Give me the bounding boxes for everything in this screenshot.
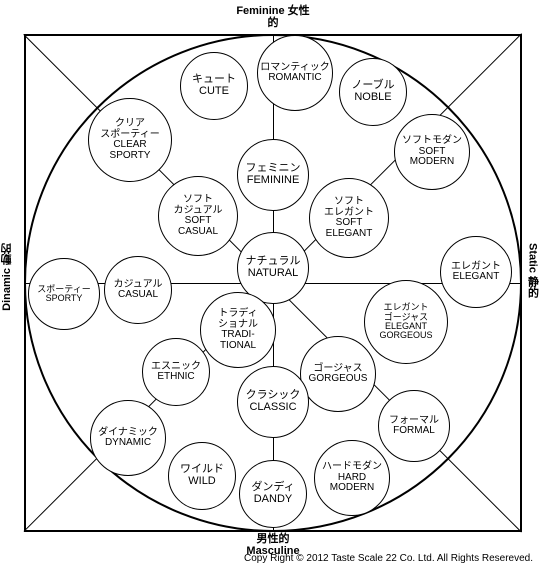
axis-top-en: Feminine: [236, 5, 284, 17]
node-feminine-en: FEMININE: [247, 175, 300, 187]
node-cute-en: CUTE: [199, 86, 229, 98]
node-romantic: ロマンティックROMANTIC: [257, 35, 333, 111]
node-natural-en: NATURAL: [248, 268, 299, 280]
node-elegant-gorgeous: エレガントゴージャスELEGANTGORGEOUS: [364, 280, 448, 364]
node-classic: クラシックCLASSIC: [237, 366, 309, 438]
node-gorgeous: ゴージャスGORGEOUS: [300, 336, 376, 412]
node-cute: キュートCUTE: [180, 52, 248, 120]
node-traditional-jp: トラディショナル: [218, 309, 258, 330]
taste-scale-diagram: ロマンティックROMANTICキュートCUTE ノーブルNOBLE クリアスポーティ…: [0, 0, 541, 566]
node-casual-en: CASUAL: [118, 290, 158, 301]
node-formal: フォーマルFORMAL: [378, 390, 450, 462]
node-sporty: スポーティーSPORTY: [28, 258, 100, 330]
node-clear-sporty-jp: クリアスポーティー: [100, 119, 159, 140]
node-elegant-gorgeous-en: ELEGANTGORGEOUS: [379, 322, 432, 341]
node-elegant: エレガントELEGANT: [440, 236, 512, 308]
node-elegant-gorgeous-jp: エレガントゴージャス: [383, 303, 428, 322]
node-sporty-en: SPORTY: [46, 294, 83, 303]
node-noble: ノーブルNOBLE: [339, 58, 407, 126]
node-elegant-en: ELEGANT: [453, 272, 500, 283]
node-hard-modern: ハードモダンHARDMODERN: [314, 440, 390, 516]
node-dynamic: ダイナミックDYNAMIC: [90, 400, 166, 476]
axis-label-left: Dinamic 動的: [2, 243, 14, 311]
node-romantic-en: ROMANTIC: [268, 73, 321, 84]
node-soft-casual-en: SOFTCASUAL: [178, 216, 218, 237]
node-gorgeous-en: GORGEOUS: [309, 374, 368, 385]
node-casual: カジュアルCASUAL: [104, 256, 172, 324]
node-wild-en: WILD: [188, 476, 216, 488]
copyright-text: Copy Right © 2012 Taste Scale 22 Co. Ltd…: [244, 553, 533, 564]
node-wild: ワイルドWILD: [168, 442, 236, 510]
node-traditional-en: TRADI-TIONAL: [220, 330, 256, 351]
node-traditional: トラディショナルTRADI-TIONAL: [200, 292, 276, 368]
node-ethnic: エスニックETHNIC: [142, 338, 210, 406]
node-feminine: フェミニンFEMININE: [237, 139, 309, 211]
node-formal-en: FORMAL: [393, 426, 435, 437]
node-soft-elegant-en: SOFTELEGANT: [326, 218, 373, 239]
node-hard-modern-en: HARDMODERN: [330, 473, 374, 494]
axis-left-en: Dinamic: [1, 268, 13, 311]
node-dandy: ダンディDANDY: [239, 460, 307, 528]
axis-left-jp: 動的: [1, 243, 13, 265]
axis-bottom-jp: 男性的: [257, 533, 290, 545]
node-dynamic-en: DYNAMIC: [105, 438, 151, 449]
node-noble-en: NOBLE: [354, 92, 391, 104]
node-classic-en: CLASSIC: [249, 402, 296, 414]
node-soft-casual-jp: ソフトカジュアル: [174, 195, 223, 216]
node-dandy-en: DANDY: [254, 494, 293, 506]
node-ethnic-en: ETHNIC: [157, 372, 194, 383]
axis-right-en: Static: [527, 243, 539, 273]
node-soft-elegant-jp: ソフトエレガント: [324, 197, 374, 218]
node-soft-elegant: ソフトエレガントSOFTELEGANT: [309, 178, 389, 258]
axis-right-jp: 静的: [527, 276, 539, 298]
node-clear-sporty-en: CLEARSPORTY: [110, 140, 151, 161]
node-soft-modern-en: SOFTMODERN: [410, 147, 454, 168]
node-soft-modern: ソフトモダンSOFTMODERN: [394, 114, 470, 190]
axis-label-top: Feminine 女性的: [233, 6, 313, 29]
node-soft-casual: ソフトカジュアルSOFTCASUAL: [158, 176, 238, 256]
axis-label-right: Static 静的: [526, 243, 538, 298]
node-clear-sporty: クリアスポーティーCLEARSPORTY: [88, 98, 172, 182]
